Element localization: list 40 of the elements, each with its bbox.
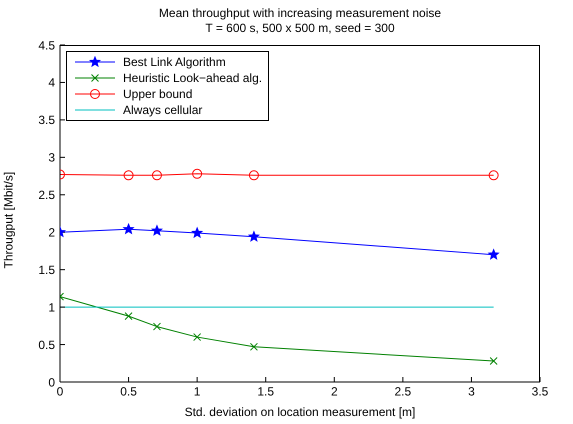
legend-label: Upper bound (123, 87, 192, 101)
x-tick-label: 2 (330, 384, 338, 399)
x-tick-label: 0.5 (120, 384, 138, 399)
y-axis-title: Througput [Mbit/s] (1, 172, 16, 268)
point (124, 312, 133, 320)
chart-subtitle: T = 600 s, 500 x 500 m, seed = 300 (204, 21, 396, 36)
x-tick-label: 1.5 (257, 384, 274, 399)
x-tick-label: 1 (194, 384, 201, 399)
x-axis-title: Std. deviation on location measurement [m] (184, 405, 416, 419)
y-tick-label: 0.5 (38, 338, 56, 352)
y-tick-label: 1 (48, 300, 56, 314)
point (248, 170, 259, 180)
point (123, 224, 134, 234)
y-tick-label: 2.5 (38, 188, 56, 202)
y-tick-label: 3 (48, 150, 56, 165)
legend-label: Heuristic Look−ahead alg. (123, 71, 262, 85)
x-tick-label: 3 (468, 384, 476, 399)
y-tick-label: 0 (48, 375, 56, 390)
point (248, 231, 260, 242)
point (488, 170, 499, 180)
point (192, 168, 202, 179)
legend-label: Best Link Algorithm (123, 55, 226, 69)
y-tick-label: 3.5 (38, 113, 56, 128)
point (193, 333, 202, 342)
legend-label: Always cellular (123, 103, 202, 117)
point (490, 357, 498, 366)
point (152, 225, 162, 236)
point (152, 170, 162, 180)
y-tick-label: 1.5 (38, 262, 56, 277)
point (250, 342, 258, 351)
x-tick-label: 2.5 (394, 384, 412, 399)
y-tick-label: 4 (48, 76, 56, 90)
point (192, 227, 202, 238)
point (152, 322, 161, 331)
x-tick-label: 3.5 (532, 384, 549, 399)
y-tick-label: 4.5 (38, 38, 56, 52)
point (488, 249, 499, 260)
y-tick-label: 2 (48, 225, 56, 240)
point (124, 170, 134, 180)
chart-title: Mean throughput with increasing measurement noise (158, 6, 442, 21)
